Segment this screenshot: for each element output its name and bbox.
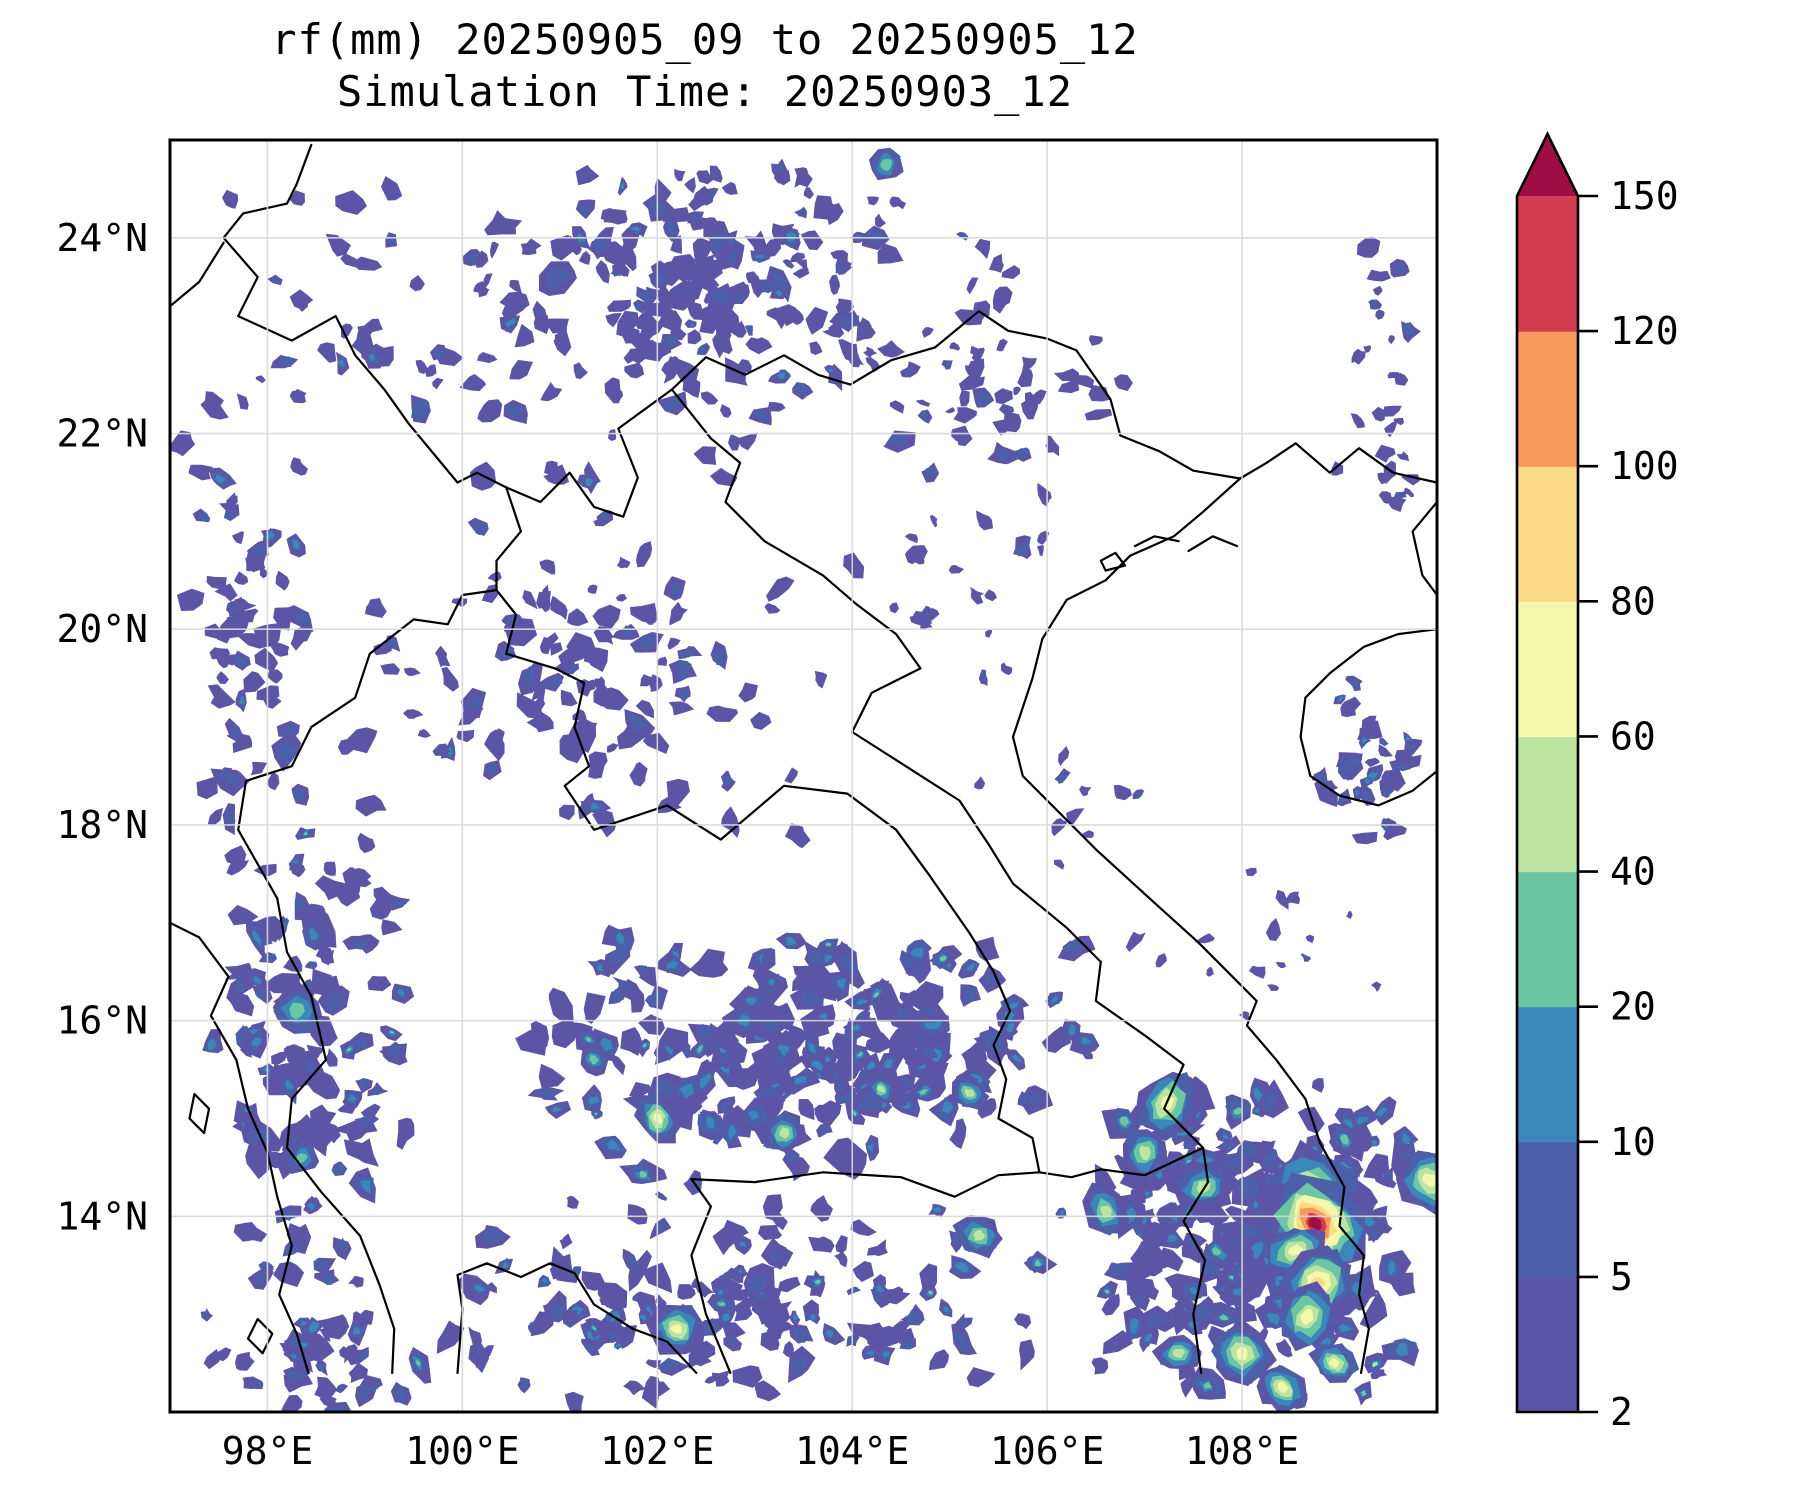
x-tick-label: 100°E bbox=[405, 1429, 519, 1473]
colorbar-tick-label: 80 bbox=[1610, 579, 1656, 623]
colorbar-tick-label: 2 bbox=[1610, 1390, 1633, 1434]
y-tick-label: 22°N bbox=[56, 412, 148, 456]
y-tick-label: 24°N bbox=[56, 216, 148, 260]
colorbar-extend-arrow bbox=[1517, 134, 1578, 196]
y-tick-label: 18°N bbox=[56, 803, 148, 847]
country-borders bbox=[170, 143, 1437, 1374]
gridlines bbox=[170, 140, 1437, 1412]
y-tick-label: 16°N bbox=[56, 999, 148, 1043]
colorbar: 2 5 10 20 40 60 80 100 120 150 bbox=[1515, 131, 1679, 1434]
colorbar-tick-label: 20 bbox=[1610, 985, 1656, 1029]
x-tick-label: 98°E bbox=[222, 1429, 314, 1473]
y-tick-label: 14°N bbox=[56, 1194, 148, 1238]
colorbar-tick-label: 100 bbox=[1610, 444, 1679, 488]
colorbar-tick-label: 40 bbox=[1610, 850, 1656, 894]
title-line-1: rf(mm) 20250905_09 to 20250905_12 bbox=[271, 15, 1139, 64]
y-tick-label: 20°N bbox=[56, 607, 148, 651]
colorbar-tick-label: 150 bbox=[1610, 174, 1679, 218]
colorbar-tick-label: 120 bbox=[1610, 309, 1679, 353]
x-tick-label: 106°E bbox=[990, 1429, 1104, 1473]
colorbar-tick-label: 10 bbox=[1610, 1120, 1656, 1164]
x-tick-label: 102°E bbox=[600, 1429, 714, 1473]
precip-contours bbox=[170, 147, 1437, 1412]
colorbar-tick-labels: 2 5 10 20 40 60 80 100 120 150 bbox=[1610, 174, 1679, 1434]
axis-tick-labels: 24°N 22°N 20°N 18°N 16°N 14°N 98°E 100°E 102°E 10… bbox=[56, 216, 1299, 1473]
title-line-2: Simulation Time: 20250903_12 bbox=[336, 67, 1073, 116]
figure-title: rf(mm) 20250905_09 to 20250905_12 Simula… bbox=[0, 14, 1410, 118]
colorbar-outline bbox=[1515, 131, 1580, 1414]
x-tick-label: 108°E bbox=[1185, 1429, 1299, 1473]
colorbar-tick-label: 60 bbox=[1610, 714, 1656, 758]
map-frame bbox=[168, 138, 1439, 1414]
colorbar-tick-label: 5 bbox=[1610, 1255, 1633, 1299]
x-tick-label: 104°E bbox=[795, 1429, 909, 1473]
